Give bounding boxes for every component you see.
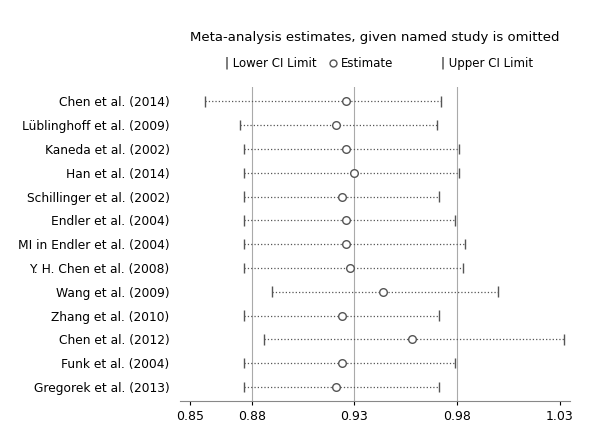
- Text: Estimate: Estimate: [341, 57, 393, 70]
- Text: Meta-analysis estimates, given named study is omitted: Meta-analysis estimates, given named stu…: [190, 31, 560, 44]
- Text: | Lower CI Limit: | Lower CI Limit: [225, 57, 317, 70]
- Text: | Upper CI Limit: | Upper CI Limit: [441, 57, 533, 70]
